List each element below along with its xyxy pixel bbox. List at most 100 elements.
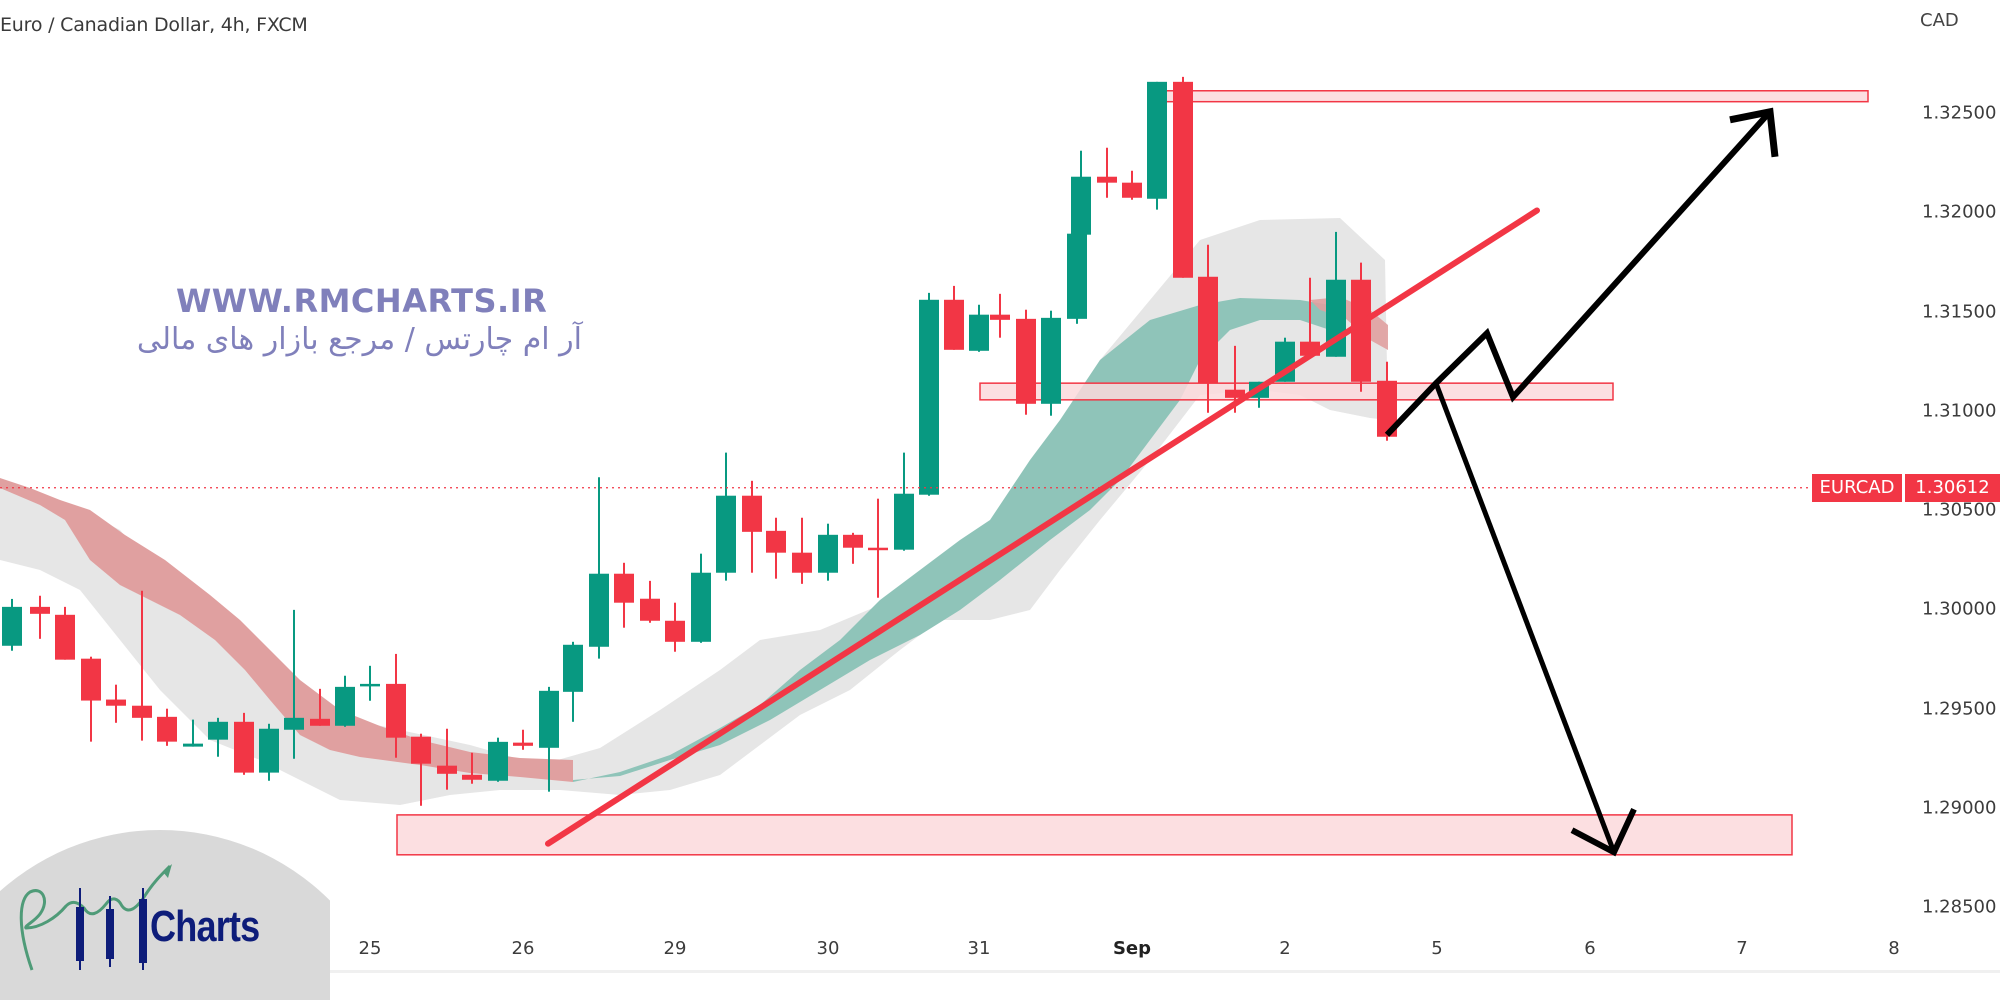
candle-body	[818, 534, 838, 573]
candle-body	[640, 598, 660, 621]
y-axis-tick: 1.29500	[1922, 698, 1997, 719]
x-axis-tick: 26	[511, 938, 535, 959]
arrow-down-head-icon	[1570, 807, 1637, 857]
candle	[81, 656, 101, 742]
candle	[1041, 310, 1061, 416]
x-axis-tick: 30	[816, 938, 840, 959]
candle-body	[691, 572, 711, 642]
ma-band-bearish	[0, 478, 573, 782]
x-axis-tick: 5	[1431, 938, 1443, 959]
y-axis-tick: 1.32500	[1922, 102, 1997, 124]
candle	[437, 728, 457, 790]
candle	[1198, 244, 1218, 413]
drawing-overlays	[0, 107, 1812, 857]
candle-body	[234, 721, 254, 773]
candle	[614, 562, 634, 628]
time-axis-divider	[0, 970, 2000, 973]
candle-body	[437, 765, 457, 774]
candle-body	[1351, 279, 1371, 382]
support-zone-mid	[979, 382, 1614, 401]
candle-body	[132, 705, 152, 718]
candle-body	[539, 690, 559, 748]
candle	[589, 477, 609, 659]
x-axis-tick: 29	[663, 938, 687, 959]
candle-body	[183, 743, 203, 747]
candle-body	[969, 314, 989, 351]
candle	[539, 686, 559, 792]
candle-body	[1225, 389, 1245, 398]
candle-body	[1198, 276, 1218, 383]
candle	[1097, 147, 1117, 198]
y-axis-tick: 1.28500	[1922, 896, 1997, 918]
candle	[30, 595, 50, 639]
candle-body	[386, 683, 406, 738]
candle-body	[614, 573, 634, 603]
candle-body	[1377, 380, 1397, 437]
candle	[563, 641, 583, 722]
candle-body	[462, 774, 482, 780]
candle	[894, 452, 914, 551]
logo-arrow-icon	[163, 864, 172, 878]
support-zone-low	[396, 814, 1793, 856]
candle	[843, 532, 863, 564]
candle	[716, 452, 736, 581]
y-axis-tick: 1.29000	[1922, 797, 1997, 819]
x-axis-tick: 2	[1279, 938, 1291, 959]
y-axis-tick: 1.32000	[1922, 201, 1997, 223]
candle	[132, 590, 152, 741]
candle	[488, 737, 508, 782]
arrow-up-head-icon	[1729, 107, 1779, 158]
candle-body	[259, 728, 279, 773]
candle-body	[716, 495, 736, 573]
candle	[1016, 309, 1036, 415]
watermark-subtitle: آر ام چارتس / مرجع بازار های مالی	[136, 322, 582, 357]
watermark-url: WWW.RMCHARTS.IR	[176, 282, 548, 320]
logo-signature-icon	[19, 864, 172, 971]
projection-up-path	[1384, 109, 1773, 437]
candle-body	[157, 716, 177, 742]
projection-down-path	[1433, 382, 1617, 854]
candle	[335, 675, 355, 727]
candle-body	[1097, 176, 1117, 183]
candle-body	[30, 606, 50, 614]
candle-body	[81, 658, 101, 701]
candle	[742, 480, 762, 573]
y-axis-tick: 1.31000	[1922, 400, 1997, 422]
candle	[665, 602, 685, 652]
candle-body	[310, 718, 330, 726]
support-resistance-zones	[396, 90, 1869, 856]
candle	[691, 553, 711, 643]
candle-body	[868, 547, 888, 551]
x-axis-tick: 7	[1736, 938, 1748, 959]
candle	[360, 665, 380, 701]
x-axis-tick: 8	[1888, 938, 1900, 959]
candle-body	[766, 530, 786, 553]
candle-body	[1173, 81, 1193, 278]
candle-body	[843, 534, 863, 548]
candle	[1147, 81, 1167, 210]
candle-body	[335, 686, 355, 726]
candle	[183, 719, 203, 747]
candle	[2, 598, 22, 651]
candle-body	[2, 606, 22, 646]
candle	[990, 293, 1010, 338]
candle-body	[55, 614, 75, 660]
candle-body	[1071, 176, 1091, 235]
ma-band-bullish	[573, 298, 1330, 782]
candle	[1351, 262, 1371, 392]
candle-body	[665, 620, 685, 642]
candle-body	[894, 493, 914, 550]
candle-body	[360, 683, 380, 687]
candle	[284, 609, 304, 759]
candle	[944, 285, 964, 350]
candle	[386, 653, 406, 758]
last-price-tag: 1.30612	[1905, 474, 2000, 502]
candle-body	[1041, 317, 1061, 404]
y-axis-tick: 1.31500	[1922, 301, 1997, 322]
candle	[818, 523, 838, 581]
candle-body	[106, 699, 126, 706]
candle-body	[488, 741, 508, 781]
candle	[1173, 76, 1193, 278]
